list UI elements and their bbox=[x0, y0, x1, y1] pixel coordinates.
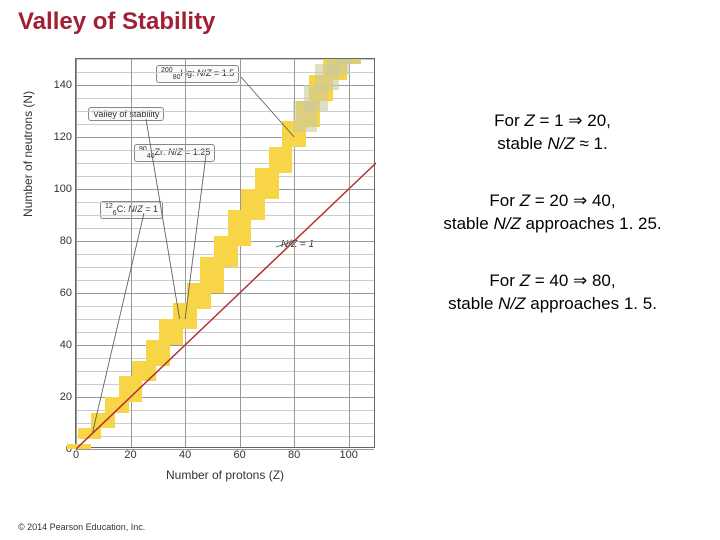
callout-hg: 20080Hg: N/Z = 1.5 bbox=[156, 65, 239, 83]
callout-zr: 9040Zr: N/Z = 1.25 bbox=[134, 144, 215, 162]
plot-area: 20080Hg: N/Z = 1.5 Valley of stability 9… bbox=[75, 58, 375, 448]
y-tick-label: 100 bbox=[54, 183, 72, 195]
page-title: Valley of Stability bbox=[18, 8, 215, 36]
stability-band-segment bbox=[78, 428, 102, 438]
copyright-text: © 2014 Pearson Education, Inc. bbox=[18, 522, 145, 532]
muted-band-segment bbox=[337, 59, 361, 64]
x-tick-label: 40 bbox=[179, 449, 191, 461]
x-tick-label: 80 bbox=[288, 449, 300, 461]
chart-container: Number of neutrons (N) 20080Hg: N/Z = 1.… bbox=[30, 58, 390, 488]
x-axis-label: Number of protons (Z) bbox=[166, 468, 284, 482]
annotation-2: For Z = 20 ⇒ 40,stable N/Z approaches 1.… bbox=[400, 190, 705, 236]
annotation-3: For Z = 40 ⇒ 80,stable N/Z approaches 1.… bbox=[400, 270, 705, 316]
y-tick-label: 140 bbox=[54, 79, 72, 91]
stability-band-segment bbox=[67, 444, 91, 449]
x-tick-label: 0 bbox=[73, 449, 79, 461]
y-axis-label: Number of neutrons (N) bbox=[21, 91, 35, 217]
stability-band-segment bbox=[269, 147, 293, 173]
y-tick-label: 20 bbox=[60, 391, 72, 403]
x-tick-label: 60 bbox=[234, 449, 246, 461]
annotation-1: For Z = 1 ⇒ 20,stable N/Z ≈ 1. bbox=[400, 110, 705, 156]
annotation-panel: For Z = 1 ⇒ 20,stable N/Z ≈ 1. For Z = 2… bbox=[400, 110, 705, 350]
y-tick-label: 80 bbox=[60, 235, 72, 247]
x-tick-label: 100 bbox=[340, 449, 358, 461]
y-tick-label: 120 bbox=[54, 131, 72, 143]
callout-valley: Valley of stability bbox=[88, 107, 164, 121]
y-tick-label: 60 bbox=[60, 287, 72, 299]
stability-band-segment bbox=[91, 413, 115, 429]
x-tick-label: 20 bbox=[124, 449, 136, 461]
y-tick-label: 40 bbox=[60, 339, 72, 351]
